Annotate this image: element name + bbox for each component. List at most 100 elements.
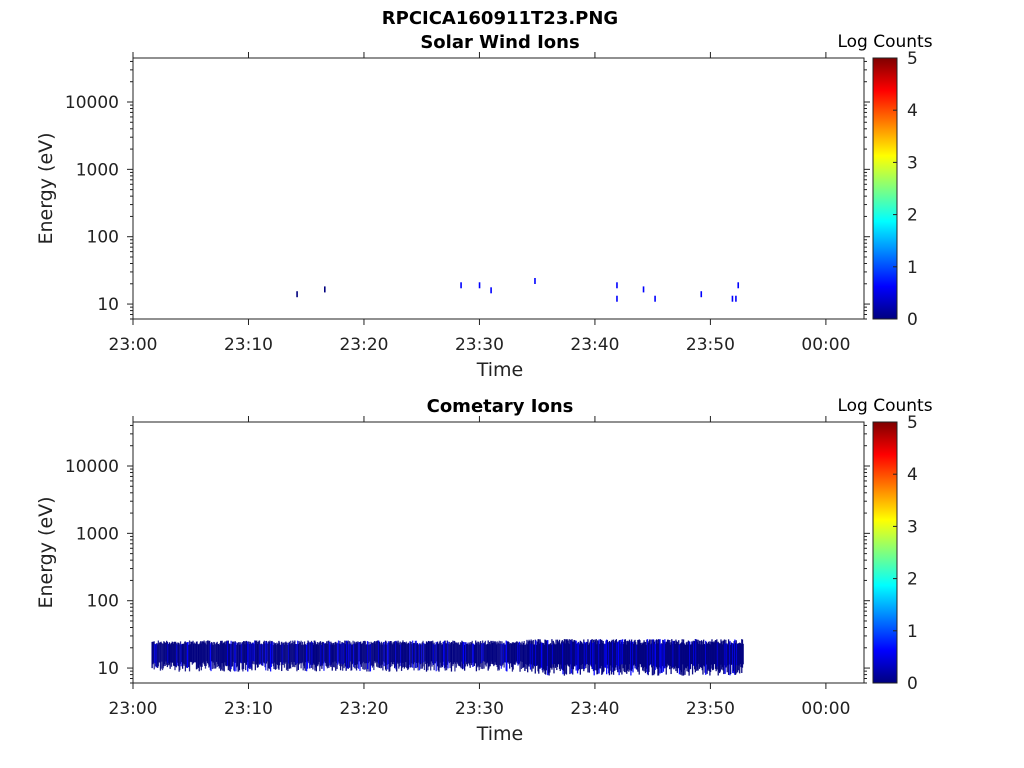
band-column: [639, 640, 641, 664]
band-column: [349, 643, 351, 662]
band-column: [195, 641, 198, 670]
band-column: [522, 642, 525, 668]
band-column: [357, 641, 359, 669]
panel-title: Cometary Ions: [427, 396, 574, 417]
band-column: [454, 641, 456, 672]
count-event: [737, 282, 740, 289]
band-column: [425, 641, 428, 672]
band-column: [244, 644, 246, 663]
band-column: [475, 642, 478, 672]
band-column: [507, 641, 509, 663]
band-column: [192, 640, 194, 664]
band-column: [355, 644, 357, 669]
band-column: [498, 640, 500, 671]
band-column: [455, 642, 457, 668]
band-column: [407, 642, 410, 669]
band-column: [279, 644, 281, 662]
band-column: [162, 643, 164, 669]
band-column: [651, 639, 654, 676]
band-column: [374, 643, 376, 664]
band-column: [618, 640, 620, 676]
band-column: [724, 643, 726, 674]
band-column: [312, 644, 315, 664]
band-column: [476, 643, 478, 667]
band-column: [676, 641, 678, 673]
band-column: [243, 641, 245, 663]
band-column: [448, 643, 450, 662]
band-column: [516, 641, 518, 664]
band-column: [689, 644, 692, 669]
band-column: [370, 641, 372, 666]
band-column: [301, 641, 304, 662]
band-column: [567, 643, 570, 666]
band-column: [718, 642, 720, 672]
band-column: [707, 641, 710, 669]
band-column: [152, 641, 154, 665]
band-column: [263, 641, 265, 663]
band-column: [567, 640, 569, 666]
band-column: [690, 644, 692, 665]
band-column: [590, 640, 592, 666]
band-column: [378, 640, 380, 664]
band-column: [620, 639, 622, 665]
band-column: [688, 641, 690, 676]
band-column: [293, 641, 295, 663]
band-column: [695, 639, 697, 667]
band-column: [495, 642, 497, 665]
band-column: [555, 639, 557, 666]
band-column: [685, 644, 687, 668]
band-column: [499, 643, 501, 665]
y-tick-label: 1000: [76, 524, 119, 544]
band-column: [637, 640, 640, 668]
band-column: [312, 643, 314, 670]
band-column: [510, 643, 512, 664]
band-column: [163, 642, 166, 664]
band-column: [742, 643, 744, 665]
band-column: [614, 641, 616, 671]
band-column: [657, 639, 660, 676]
colorbar-tick-label: 1: [907, 622, 918, 642]
count-event: [642, 286, 645, 293]
colorbar-tick-label: 0: [907, 674, 918, 694]
band-column: [396, 643, 399, 663]
band-column: [475, 640, 477, 664]
band-column: [383, 641, 385, 667]
band-column: [305, 644, 307, 663]
band-column: [241, 642, 243, 670]
band-column: [536, 641, 539, 665]
band-column: [418, 644, 420, 663]
band-column: [294, 643, 297, 666]
band-column: [384, 640, 387, 670]
band-column: [527, 644, 529, 673]
band-column: [460, 642, 462, 669]
band-column: [348, 644, 350, 668]
band-column: [630, 641, 632, 676]
band-column: [719, 643, 721, 672]
band-column: [632, 641, 634, 673]
band-column: [578, 642, 580, 669]
band-column: [437, 644, 439, 671]
band-column: [598, 639, 600, 674]
band-column: [633, 643, 635, 666]
band-column: [213, 642, 216, 666]
band-column: [362, 642, 364, 670]
band-column: [531, 644, 534, 667]
band-column: [504, 644, 507, 663]
band-column: [196, 641, 198, 670]
band-column: [466, 643, 468, 665]
count-event: [534, 277, 536, 284]
band-column: [524, 644, 527, 664]
band-column: [272, 644, 275, 667]
band-column: [431, 643, 433, 667]
band-column: [364, 640, 366, 664]
band-column: [586, 641, 588, 665]
colorbar-tick-label: 2: [907, 570, 918, 590]
band-column: [156, 642, 158, 667]
band-column: [305, 644, 308, 672]
y-tick-label: 10: [97, 295, 119, 315]
band-column: [402, 642, 405, 667]
band-column: [485, 644, 487, 667]
band-column: [663, 641, 665, 669]
band-column: [469, 644, 471, 668]
band-column: [218, 644, 220, 669]
